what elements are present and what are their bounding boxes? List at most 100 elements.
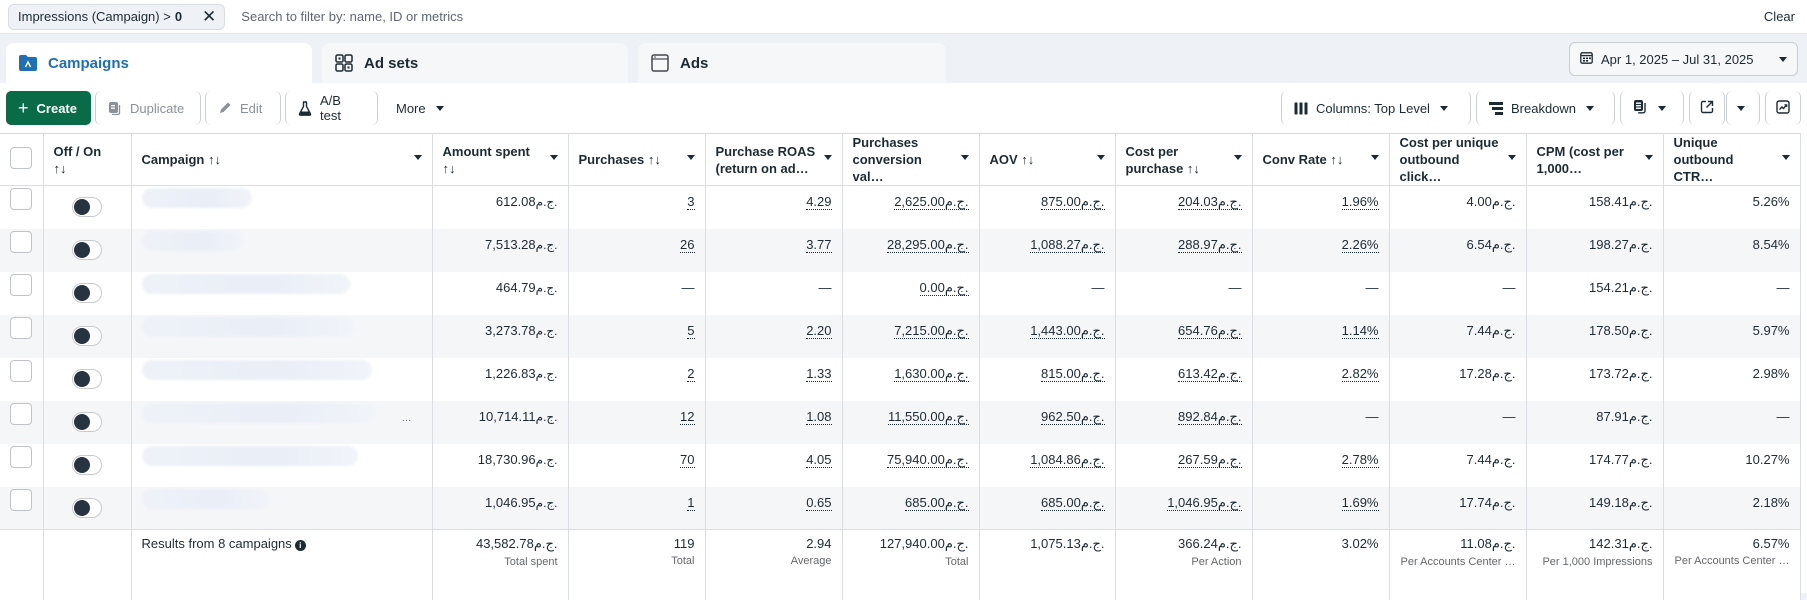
chevron-down-icon[interactable] [1644,155,1653,160]
redacted-campaign-name[interactable] [141,230,244,251]
info-icon[interactable]: i [294,540,306,551]
duplicate-button[interactable]: Duplicate [94,91,201,125]
purchases-value[interactable]: 12 [680,408,695,425]
cost-per-purchase-value[interactable]: 204.03ج.م. [1178,194,1242,210]
header-conv-rate[interactable]: Conv Rate ↑↓ [1252,133,1390,186]
chevron-down-icon[interactable] [960,155,969,160]
chevron-down-icon[interactable] [823,155,832,160]
purchases-value[interactable]: 26 [680,236,695,253]
row-checkbox[interactable] [10,359,33,382]
on-off-toggle[interactable] [72,411,102,432]
aov-value[interactable]: 875.00ج.م. [1041,194,1105,210]
aov-value[interactable]: 1,088.27ج.م. [1030,236,1105,253]
on-off-toggle[interactable] [72,197,102,217]
export-button[interactable] [1689,91,1725,125]
redacted-campaign-name[interactable] [141,273,350,294]
aov-value[interactable]: 815.00ج.م. [1041,365,1105,382]
table-row[interactable]: … 10,714.11ج.م. 12 1.08 11,550.00ج.م. 96… [0,400,1801,444]
filter-chip[interactable]: Impressions (Campaign) > 0 ✕ [8,3,226,30]
conv-rate-value[interactable]: 2.82% [1341,365,1379,382]
columns-button[interactable]: Columns: Top Level [1281,91,1471,125]
tab-campaigns[interactable]: Campaigns [6,43,312,83]
conv-rate-value[interactable]: 1.14% [1341,322,1379,339]
redacted-campaign-name[interactable] [141,445,358,466]
chevron-down-icon[interactable] [1096,155,1105,160]
cost-per-purchase-value[interactable]: 267.59ج.م. [1178,451,1242,468]
header-cpm[interactable]: CPM (cost per 1,000… [1526,133,1664,186]
reports-button[interactable] [1620,91,1684,125]
edit-button[interactable]: Edit [204,91,281,125]
conv-rate-value[interactable]: — [1365,279,1379,295]
conversion-value[interactable]: 685.00ج.م. [905,494,969,511]
header-off-on[interactable]: Off / On ↑↓ [43,133,132,186]
conversion-value[interactable]: 28,295.00ج.م. [886,236,969,253]
conversion-value[interactable]: 2,625.00ج.م. [894,194,969,210]
conversion-value[interactable]: 1,630.00ج.م. [894,365,969,382]
redacted-campaign-name[interactable] [141,488,270,509]
aov-value[interactable]: 1,084.86ج.م. [1030,451,1105,468]
on-off-toggle[interactable] [72,454,102,475]
row-checkbox[interactable] [10,230,33,253]
conversion-value[interactable]: 0.00ج.م. [919,279,969,296]
roas-value[interactable]: 0.65 [806,494,832,511]
conv-rate-value[interactable]: — [1365,408,1379,424]
create-button[interactable]: + Create [6,91,91,125]
purchases-value[interactable]: — [681,279,695,295]
table-row[interactable]: 1,046.95ج.م. 1 0.65 685.00ج.م. 685.00ج.م… [0,486,1801,530]
conversion-value[interactable]: 7,215.00ج.م. [894,322,969,339]
select-all-checkbox[interactable] [10,146,33,169]
redacted-campaign-name[interactable] [141,316,354,337]
purchases-value[interactable]: 1 [687,494,695,511]
campaign-name-cell[interactable]: … [131,400,433,444]
clear-button[interactable]: Clear [1763,9,1795,24]
cost-per-purchase-value[interactable]: 288.97ج.م. [1178,236,1242,253]
roas-value[interactable]: 3.77 [806,236,832,253]
cost-per-purchase-value[interactable]: 892.84ج.م. [1178,408,1242,425]
breakdown-button[interactable]: Breakdown [1476,91,1615,125]
campaign-name-cell[interactable] [131,357,433,401]
campaign-name-cell[interactable] [131,271,433,315]
header-cost-per-purchase[interactable]: Cost per purchase ↑↓ [1115,133,1253,186]
table-row[interactable]: 7,513.28ج.م. 26 3.77 28,295.00ج.م. 1,088… [0,228,1801,272]
header-aov[interactable]: AOV ↑↓ [979,133,1116,186]
aov-value[interactable]: 685.00ج.م. [1041,494,1105,511]
campaign-name-cell[interactable] [131,185,433,229]
cost-per-purchase-value[interactable]: — [1228,279,1242,295]
date-range-picker[interactable]: Apr 1, 2025 – Jul 31, 2025 [1569,42,1798,76]
chevron-down-icon[interactable] [1233,155,1242,160]
aov-value[interactable]: 962.50ج.م. [1041,408,1105,425]
row-checkbox[interactable] [10,402,33,425]
roas-value[interactable]: 4.05 [806,451,832,468]
redacted-campaign-name[interactable] [141,359,372,380]
roas-value[interactable]: 1.33 [806,365,832,382]
chevron-down-icon[interactable] [1507,155,1516,160]
row-checkbox[interactable] [10,445,33,468]
table-row[interactable]: 612.08ج.م. 3 4.29 2,625.00ج.م. 875.00ج.م… [0,185,1801,229]
roas-value[interactable]: 2.20 [806,322,832,339]
table-row[interactable]: 1,226.83ج.م. 2 1.33 1,630.00ج.م. 815.00ج… [0,357,1801,401]
export-dropdown-button[interactable] [1726,91,1760,125]
campaign-name-cell[interactable] [131,228,433,272]
purchases-value[interactable]: 5 [687,322,695,339]
search-input[interactable] [241,3,1764,30]
ab-test-button[interactable]: A/B test [284,91,378,125]
chevron-down-icon[interactable] [1781,155,1790,160]
roas-value[interactable]: 4.29 [806,194,832,210]
header-amount-spent[interactable]: Amount spent ↑↓ [432,133,569,186]
aov-value[interactable]: — [1091,279,1105,295]
conversion-value[interactable]: 11,550.00ج.م. [887,408,969,425]
chevron-down-icon[interactable] [1370,155,1379,160]
roas-value[interactable]: — [818,279,832,295]
row-checkbox[interactable] [10,188,33,210]
cost-per-purchase-value[interactable]: 613.42ج.م. [1178,365,1242,382]
chevron-down-icon[interactable] [413,155,422,160]
purchases-value[interactable]: 3 [687,194,695,210]
table-row[interactable]: 18,730.96ج.م. 70 4.05 75,940.00ج.م. 1,08… [0,443,1801,487]
purchases-value[interactable]: 70 [680,451,695,468]
conversion-value[interactable]: 75,940.00ج.م. [886,451,969,468]
cost-per-purchase-value[interactable]: 654.76ج.م. [1178,322,1242,339]
more-button[interactable]: More [384,91,456,125]
header-cost-unique-click[interactable]: Cost per unique outbound click… [1389,133,1527,186]
row-checkbox[interactable] [10,273,33,296]
campaign-name-cell[interactable] [131,486,433,530]
